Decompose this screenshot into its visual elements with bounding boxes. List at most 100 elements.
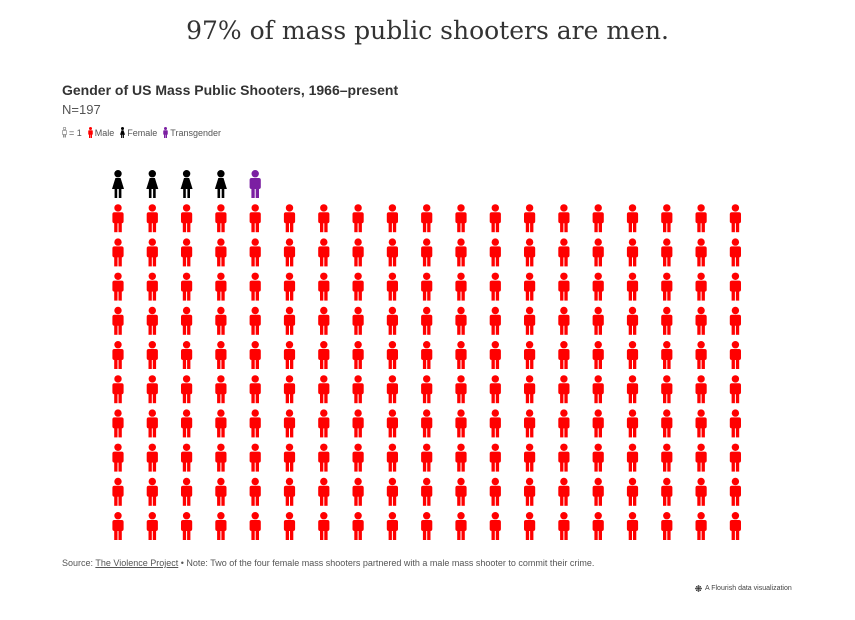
person-male-icon	[455, 204, 467, 233]
person-male-icon	[626, 443, 639, 472]
person-male-icon	[352, 306, 364, 335]
person-male-icon	[524, 341, 536, 369]
source-note: Source: The Violence Project • Note: Two…	[62, 558, 594, 568]
person-male-icon	[489, 477, 501, 506]
person-male-icon	[146, 306, 158, 335]
legend-item-transgender[interactable]: Transgender	[163, 127, 221, 138]
person-male-icon	[592, 477, 604, 506]
person-male-icon	[558, 306, 570, 335]
person-male-icon	[146, 272, 158, 301]
person-male-icon	[489, 375, 501, 404]
person-male-icon	[386, 341, 398, 369]
person-male-icon	[558, 512, 570, 540]
person-male-icon	[318, 306, 330, 335]
person-male-icon	[283, 204, 296, 233]
person-male-icon	[181, 375, 193, 404]
person-male-icon	[181, 477, 193, 506]
person-male-icon	[558, 375, 570, 404]
person-male-icon	[283, 341, 296, 369]
person-male-icon	[524, 238, 536, 267]
person-male-icon	[318, 272, 330, 301]
person-male-icon	[146, 204, 158, 233]
person-male-icon	[695, 375, 707, 404]
person-male-icon	[421, 341, 433, 369]
person-male-icon	[112, 341, 124, 369]
person-male-icon	[421, 443, 433, 472]
person-male-icon	[729, 306, 741, 335]
person-male-icon	[181, 306, 193, 335]
person-male-icon	[249, 204, 261, 233]
person-male-icon	[421, 375, 433, 404]
person-male-icon	[283, 443, 296, 472]
legend-transgender-label: Transgender	[170, 127, 221, 138]
person-male-icon	[558, 204, 570, 233]
person-male-icon	[524, 306, 536, 335]
person-male-icon	[215, 375, 227, 404]
person-male-icon	[386, 409, 398, 438]
flourish-credit[interactable]: A Flourish data visualization	[695, 585, 792, 592]
person-male-icon	[592, 512, 604, 540]
person-male-icon	[695, 306, 707, 335]
person-male-icon	[215, 512, 227, 540]
person-male-icon	[592, 306, 604, 335]
person-male-icon	[661, 477, 673, 506]
person-male-icon	[112, 204, 124, 233]
person-male-icon	[558, 443, 570, 472]
person-male-icon	[112, 512, 124, 540]
person-male-icon	[592, 238, 604, 267]
person-male-icon	[215, 306, 227, 335]
person-male-icon	[489, 272, 501, 301]
person-male-icon	[352, 204, 364, 233]
person-male-icon	[181, 272, 193, 301]
person-outline-icon	[62, 127, 67, 138]
person-male-icon	[215, 477, 227, 506]
person-male-icon	[249, 306, 261, 335]
person-male-icon	[592, 341, 604, 369]
person-female-icon	[214, 170, 227, 198]
person-male-icon	[489, 204, 501, 233]
person-male-icon	[352, 272, 364, 301]
person-male-icon	[215, 204, 227, 233]
person-male-icon	[146, 375, 158, 404]
headline: 97% of mass public shooters are men.	[186, 16, 669, 45]
person-male-icon	[592, 409, 604, 438]
person-male-icon	[421, 272, 433, 301]
person-male-icon	[215, 238, 227, 267]
legend-female-label: Female	[127, 127, 158, 138]
person-male-icon	[386, 272, 398, 301]
person-male-icon	[524, 272, 536, 301]
person-male-icon	[146, 443, 158, 472]
person-male-icon	[524, 443, 536, 472]
legend-item-female[interactable]: Female	[120, 127, 157, 138]
person-male-icon	[146, 341, 158, 369]
person-male-icon	[695, 409, 707, 438]
person-male-icon	[661, 443, 673, 472]
person-male-icon	[455, 443, 467, 472]
person-male-icon	[249, 409, 261, 438]
person-male-icon	[661, 512, 673, 540]
person-male-icon	[112, 409, 124, 438]
transgender-person-icon	[163, 127, 169, 138]
person-male-icon	[729, 238, 741, 267]
person-male-icon	[386, 375, 398, 404]
person-male-icon	[352, 238, 364, 267]
person-male-icon	[695, 512, 707, 540]
person-male-icon	[592, 375, 604, 404]
person-male-icon	[318, 409, 330, 438]
person-male-icon	[729, 204, 741, 233]
person-male-icon	[283, 409, 296, 438]
person-male-icon	[283, 375, 296, 404]
person-male-icon	[146, 512, 158, 540]
source-link[interactable]: The Violence Project	[95, 558, 179, 568]
person-male-icon	[421, 306, 433, 335]
person-male-icon	[181, 341, 193, 369]
person-male-icon	[352, 375, 364, 404]
person-male-icon	[558, 477, 570, 506]
person-male-icon	[661, 306, 673, 335]
legend-item-male[interactable]: Male	[88, 127, 114, 138]
person-male-icon	[661, 272, 673, 301]
person-male-icon	[524, 409, 536, 438]
person-male-icon	[421, 512, 433, 540]
person-male-icon	[729, 375, 741, 404]
